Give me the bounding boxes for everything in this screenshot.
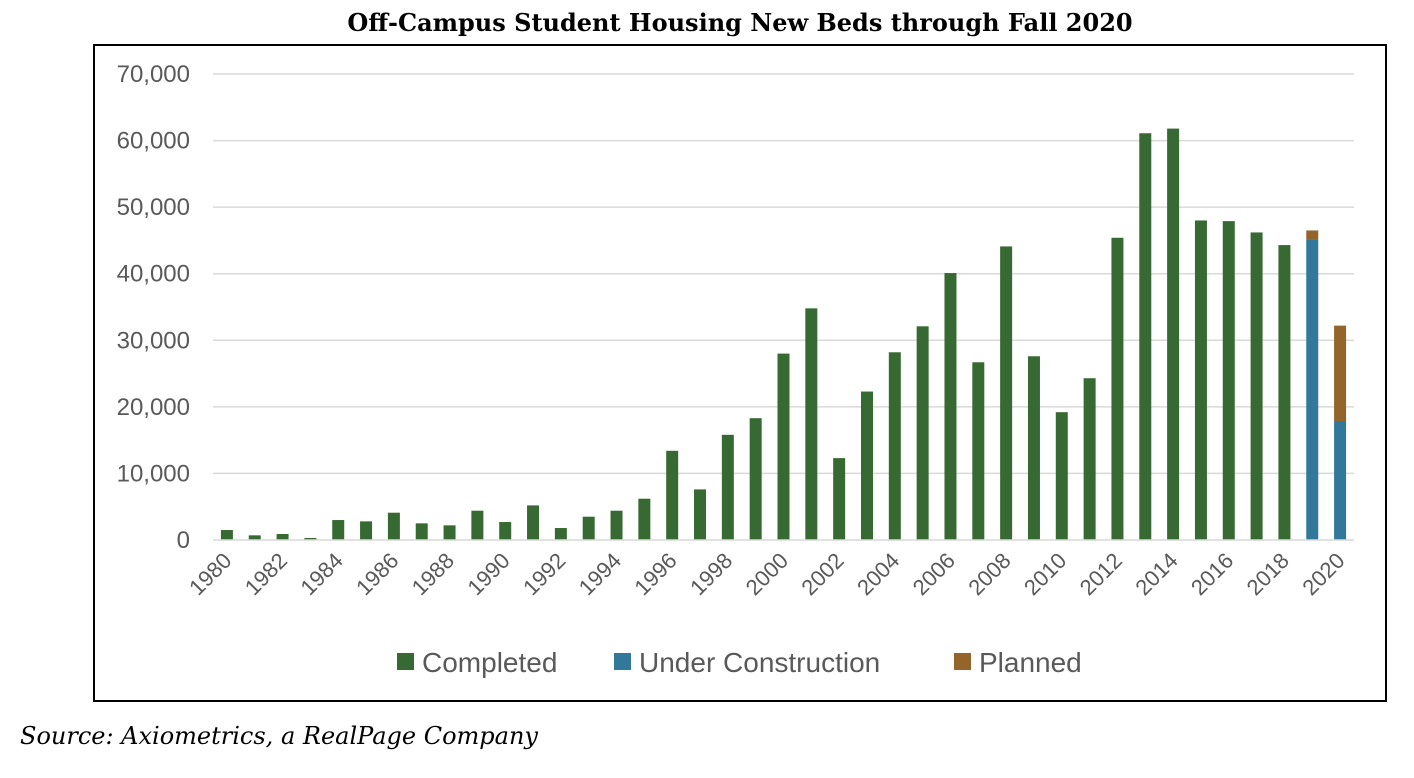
x-tick-label: 1988: [407, 548, 459, 600]
bar-completed-1991: [527, 505, 540, 540]
y-tick-label: 50,000: [117, 194, 190, 221]
bar-completed-2013: [1139, 133, 1152, 540]
bar-completed-2007: [972, 362, 985, 540]
bar-completed-2018: [1278, 245, 1291, 541]
bar-completed-1983: [304, 538, 317, 540]
bar-completed-1999: [749, 418, 762, 540]
bar-planned-2019: [1306, 230, 1319, 240]
bar-completed-1984: [332, 520, 345, 540]
bar-completed-2017: [1250, 232, 1263, 540]
x-tick-label: 1986: [351, 548, 403, 600]
legend-swatch: [614, 653, 631, 670]
bar-completed-2005: [916, 326, 929, 540]
y-tick-label: 30,000: [117, 327, 190, 354]
x-tick-label: 1996: [629, 548, 681, 600]
x-tick-label: 2012: [1075, 548, 1127, 600]
x-tick-label: 1984: [295, 548, 347, 600]
bar-completed-2004: [888, 352, 901, 540]
bar-completed-1980: [220, 530, 233, 540]
bar-completed-1986: [387, 512, 400, 540]
bar-completed-2002: [833, 458, 846, 540]
bar-completed-1998: [721, 434, 734, 540]
x-tick-label: 2010: [1019, 548, 1071, 600]
legend-swatch: [397, 653, 414, 670]
x-tick-label: 2006: [908, 548, 960, 600]
source-note: Source: Axiometrics, a RealPage Company: [20, 722, 538, 750]
bar-completed-2012: [1111, 237, 1124, 540]
x-tick-label: 2000: [741, 548, 793, 600]
bar-completed-2011: [1083, 378, 1096, 540]
bar-completed-2008: [1000, 246, 1013, 541]
x-tick-label: 2020: [1297, 548, 1349, 600]
x-tick-label: 1992: [518, 548, 570, 600]
bar-completed-1988: [443, 525, 456, 540]
bar-completed-2000: [777, 353, 790, 540]
bar-completed-2015: [1194, 220, 1207, 540]
x-tick-label: 1980: [184, 548, 236, 600]
y-tick-label: 0: [177, 527, 190, 554]
bar-completed-2010: [1055, 412, 1068, 540]
x-tick-label: 2002: [796, 548, 848, 600]
bar-completed-2016: [1222, 221, 1235, 540]
legend-label: Planned: [979, 647, 1082, 678]
x-tick-label: 1998: [685, 548, 737, 600]
chart-title: Off-Campus Student Housing New Beds thro…: [347, 8, 1133, 37]
bar-completed-2009: [1027, 356, 1040, 540]
bar-completed-1987: [415, 523, 428, 540]
bar-completed-2003: [860, 391, 873, 540]
bar-planned-2020: [1334, 325, 1347, 422]
legend: Completed Under Construction Planned: [397, 647, 1082, 678]
gridlines: [213, 73, 1354, 475]
legend-label: Completed: [422, 647, 557, 678]
legend-swatch: [954, 653, 971, 670]
x-tick-label: 2004: [852, 548, 904, 600]
x-tick-label: 1982: [240, 548, 292, 600]
bar-under-construction-2020: [1334, 421, 1347, 540]
chart-frame: [93, 44, 1387, 702]
bar-completed-1982: [276, 534, 289, 540]
bar-completed-1997: [694, 489, 707, 540]
bars: [220, 128, 1347, 541]
bar-completed-1989: [471, 510, 484, 540]
y-tick-label: 70,000: [117, 61, 190, 88]
x-tick-label: 2018: [1242, 548, 1294, 600]
legend-label: Under Construction: [639, 647, 880, 678]
x-tick-label: 2016: [1186, 548, 1238, 600]
bar-completed-2001: [805, 308, 818, 540]
bar-completed-1981: [248, 535, 261, 540]
y-axis-tick-labels: 0 10,000 20,000 30,000 40,000 50,000 60,000 70,…: [117, 61, 190, 554]
bar-completed-1993: [582, 516, 595, 540]
y-tick-label: 40,000: [117, 261, 190, 288]
x-tick-label: 1994: [574, 548, 626, 600]
bar-completed-1996: [666, 450, 679, 540]
bar-completed-2014: [1167, 128, 1180, 541]
x-tick-label: 2014: [1130, 548, 1182, 600]
bar-under-construction-2019: [1306, 239, 1319, 540]
bar-completed-1994: [610, 510, 623, 540]
y-tick-label: 20,000: [117, 394, 190, 421]
bar-completed-1992: [554, 528, 567, 540]
y-tick-label: 10,000: [117, 460, 190, 487]
bar-completed-1985: [360, 521, 373, 540]
x-tick-label: 2008: [963, 548, 1015, 600]
x-axis-tick-labels: 1980 1982 1984 1986 1988 1990 1992 1994 1996 1998…: [184, 548, 1349, 600]
bar-completed-1995: [638, 498, 651, 540]
y-tick-label: 60,000: [117, 128, 190, 155]
x-tick-label: 1990: [462, 548, 514, 600]
bar-completed-1990: [499, 522, 512, 540]
bar-completed-2006: [944, 273, 957, 540]
